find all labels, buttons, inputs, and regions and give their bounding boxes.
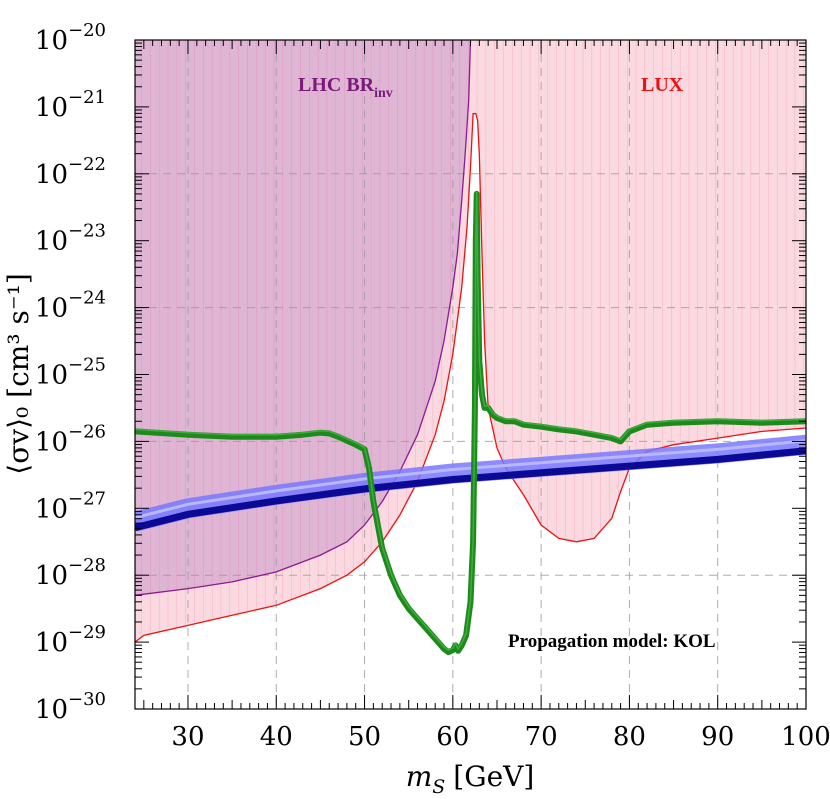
- x-tick-label: 80: [613, 722, 646, 752]
- y-tick-label: 10−26: [35, 421, 106, 457]
- lux-boundary: [135, 112, 806, 643]
- blue-band-highlight: [135, 439, 806, 520]
- x-tick-label: 40: [260, 722, 293, 752]
- lux-label: LUX: [641, 74, 684, 96]
- y-tick-label: 10−30: [35, 689, 106, 725]
- x-tick-label: 70: [525, 722, 558, 752]
- y-tick-label: 10−22: [35, 154, 106, 190]
- blue-band-dark: [135, 447, 806, 532]
- x-tick-label: 60: [436, 722, 469, 752]
- y-tick-label: 10−24: [35, 288, 106, 324]
- lhc-boundary: [135, 40, 472, 596]
- y-tick-label: 10−21: [35, 87, 106, 123]
- y-axis-label: ⟨σv⟩₀ [cm³ s⁻¹]: [2, 273, 35, 474]
- green-curve-highlight: [135, 191, 806, 651]
- x-tick-label: 90: [701, 722, 734, 752]
- x-tick-label: 50: [348, 722, 381, 752]
- y-tick-label: 10−29: [35, 622, 106, 658]
- y-tick-label: 10−20: [35, 20, 106, 56]
- x-axis-label: mS [GeV]: [406, 760, 535, 798]
- axis-ticks: [135, 39, 807, 710]
- y-tick-label: 10−23: [35, 221, 106, 257]
- lhc-hatch: [135, 40, 471, 596]
- y-tick-label: 10−28: [35, 555, 106, 591]
- y-tick-label: 10−25: [35, 355, 106, 391]
- y-tick-label: 10−27: [35, 488, 106, 524]
- plot-frame: [134, 39, 807, 710]
- x-tick-label: 30: [171, 722, 204, 752]
- lhc-label: LHC BRinv: [298, 74, 393, 101]
- curves: [135, 40, 806, 656]
- blue-band-outer: [135, 434, 806, 532]
- x-tick-label: 100: [781, 722, 830, 752]
- propagation-model-label: Propagation model: KOL: [508, 631, 716, 652]
